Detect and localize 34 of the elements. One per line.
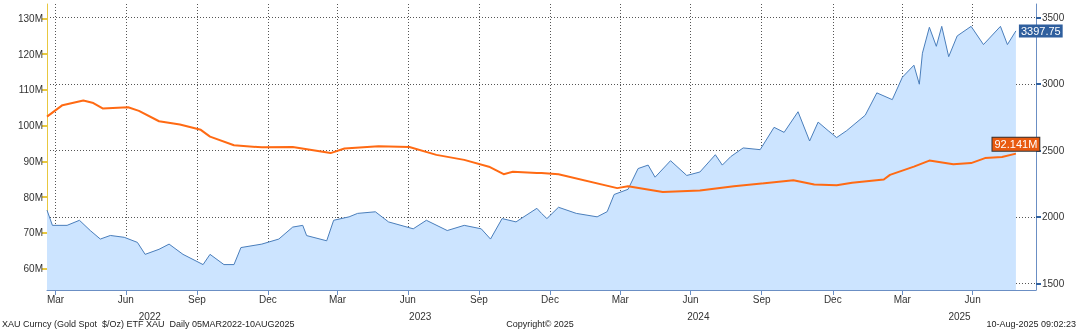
x-tick-label: Jun (117, 293, 134, 305)
y2-tick-label: 3500 (1042, 11, 1065, 23)
x2-tick-label: 2024 (687, 310, 710, 322)
x2-tick-label: 2025 (948, 310, 972, 322)
y-tick-label: 70M (23, 227, 43, 239)
y-tick-label: 100M (17, 120, 43, 132)
x-tick-label: Sep (752, 293, 772, 305)
text: 10-Aug-2025 09:02:23 (986, 318, 1076, 329)
x-tick-label: Dec (259, 293, 277, 305)
x-tick-label: Mar (611, 293, 630, 305)
x-tick-label: Mar (46, 293, 65, 305)
y-tick-label: 60M (23, 263, 43, 275)
x-tick-label: Jun (682, 293, 699, 305)
y2-tick-label: 2500 (1042, 144, 1065, 156)
x-tick-label: Jun (964, 293, 981, 305)
y2-tick-label: 3000 (1042, 78, 1065, 90)
x2-tick-label: 2023 (409, 310, 432, 322)
data-label: 3397.75 (1020, 24, 1061, 37)
x-tick-label: Jun (399, 293, 416, 305)
y2-tick-label: 1500 (1042, 277, 1065, 289)
y-tick-label: 130M (17, 12, 43, 24)
y-tick-label: 90M (23, 155, 43, 167)
data-label: 92.141M (994, 138, 1038, 151)
y2-tick-label: 2000 (1042, 211, 1065, 223)
x-tick-label: Mar (893, 293, 912, 305)
x-tick-label: Sep (470, 293, 489, 305)
x-tick-label: Sep (188, 293, 207, 305)
x-tick-label: Dec (541, 293, 559, 305)
y-tick-label: 80M (23, 191, 43, 203)
x-tick-label: Dec (823, 293, 842, 305)
x-tick-label: Mar (328, 293, 347, 305)
text: Copyright© 2025 (506, 318, 574, 329)
y-tick-label: 120M (17, 48, 43, 60)
y-tick-label: 110M (18, 84, 43, 96)
